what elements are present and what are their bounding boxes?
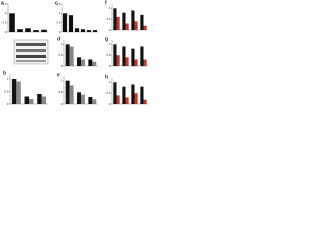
y-tick-label: 0.5 xyxy=(56,20,61,24)
bar xyxy=(80,29,86,32)
bar xyxy=(122,12,126,30)
bar xyxy=(24,96,29,104)
y-tick-label: 0.5 xyxy=(106,91,111,95)
bar xyxy=(116,55,120,66)
y-tick-label: 0 xyxy=(61,64,63,68)
panel-label: g xyxy=(105,36,108,42)
bar xyxy=(125,57,129,66)
panel-label: a xyxy=(1,0,4,6)
bar xyxy=(25,28,31,32)
y-tick-label: 1 xyxy=(61,42,63,46)
bar xyxy=(116,95,120,104)
bar xyxy=(140,86,144,104)
bar xyxy=(140,46,144,66)
panel-label: h xyxy=(105,74,108,80)
page: a 0 0.5 1 1.5 c 0 0.5 1 1.5 d 0 0.5 1 b 0 0.5 1 e 0 0.5 1 f 0 0.… xyxy=(0,0,320,111)
bar xyxy=(41,96,47,104)
bar xyxy=(17,29,23,32)
bar xyxy=(92,30,98,32)
blot-band xyxy=(16,43,46,46)
bar xyxy=(16,81,21,104)
y-tick-label: 0.5 xyxy=(58,90,63,94)
western-blot xyxy=(13,39,49,65)
y-tick-label: 0 xyxy=(61,102,63,106)
panel-label: d xyxy=(57,36,60,42)
bar xyxy=(143,59,147,66)
y-tick-label: 1 xyxy=(109,80,111,84)
bar xyxy=(131,10,135,30)
bar xyxy=(131,48,135,66)
bar xyxy=(62,13,68,33)
bar xyxy=(77,92,81,104)
bar xyxy=(88,97,93,104)
y-tick-label: 0 xyxy=(59,30,61,34)
figure: a00.511.5 c00.511.5d00.51b00.51e00.51f00.… xyxy=(1,0,148,106)
bar xyxy=(69,85,74,104)
y-tick-label: 1 xyxy=(61,78,63,82)
y-tick-label: 0.5 xyxy=(106,17,111,21)
bar xyxy=(113,82,117,104)
bar xyxy=(88,59,93,66)
y-tick-label: 0.5 xyxy=(106,53,111,57)
y-tick-label: 1.5 xyxy=(2,2,7,6)
bar xyxy=(122,46,126,66)
y-tick-label: 1 xyxy=(109,42,111,46)
bar xyxy=(41,29,47,32)
y-tick-label: 0 xyxy=(5,30,7,34)
bar xyxy=(65,80,70,104)
y-tick-label: 1 xyxy=(109,6,111,10)
blot-band xyxy=(16,60,46,62)
bar xyxy=(113,44,117,66)
bar xyxy=(37,94,42,104)
bar xyxy=(74,28,80,32)
y-tick-label: 1 xyxy=(7,77,9,81)
bar xyxy=(134,93,138,104)
bar xyxy=(81,59,85,66)
panel-label: e xyxy=(57,72,60,78)
bar xyxy=(113,8,117,31)
y-tick-label: 0.5 xyxy=(2,20,7,24)
y-tick-label: 0.5 xyxy=(4,89,9,93)
y-tick-label: 1.5 xyxy=(56,2,61,6)
bar xyxy=(29,99,34,104)
bar xyxy=(92,61,97,66)
y-tick-label: 1 xyxy=(59,11,61,15)
bar xyxy=(33,30,39,32)
panel-label: f xyxy=(105,0,107,6)
panel-label: b xyxy=(3,70,6,76)
bar xyxy=(143,99,147,104)
bar xyxy=(65,44,70,66)
bar xyxy=(125,97,129,104)
bar xyxy=(86,30,92,32)
panel-label: c xyxy=(55,0,58,6)
bar xyxy=(131,84,135,104)
bar xyxy=(134,21,138,30)
y-tick-label: 0 xyxy=(109,102,111,106)
y-tick-label: 0.5 xyxy=(58,53,63,57)
bar xyxy=(143,25,147,30)
y-tick-label: 0 xyxy=(7,102,9,106)
bar xyxy=(125,23,129,30)
bar xyxy=(81,94,85,104)
y-tick-label: 0 xyxy=(109,28,111,32)
bar xyxy=(134,59,138,66)
bar xyxy=(11,79,17,104)
blot-band xyxy=(16,49,46,52)
y-tick-label: 0 xyxy=(109,64,111,68)
bar xyxy=(140,14,144,30)
bar xyxy=(69,46,74,66)
bar xyxy=(77,57,81,66)
bar xyxy=(68,15,74,32)
y-tick-label: 1 xyxy=(5,11,7,15)
bar xyxy=(116,17,120,30)
bar xyxy=(122,86,126,104)
bar xyxy=(9,13,15,33)
bar xyxy=(92,99,97,104)
blot-band xyxy=(16,55,46,58)
